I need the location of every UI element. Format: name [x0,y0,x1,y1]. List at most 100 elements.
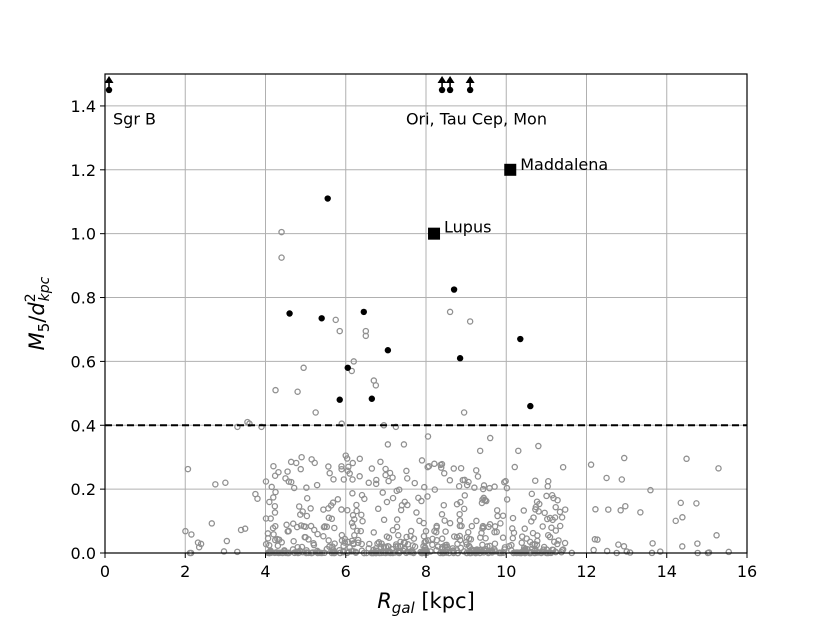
open-point [519,548,526,555]
open-point [460,409,468,416]
open-point [413,509,420,516]
open-point [473,517,480,525]
open-point [223,537,231,545]
open-point [472,467,480,474]
y-tick-label: 0.2 [71,480,96,499]
open-point [395,486,403,493]
open-point [649,540,656,547]
open-point [258,423,265,431]
open-point [420,548,428,555]
open-point [353,501,360,509]
open-point [388,545,396,553]
open-point [657,548,664,555]
open-point [314,530,321,538]
open-point [300,364,307,372]
y-axis-label-sep: / [25,315,49,323]
open-point [620,543,628,550]
open-point [194,539,202,546]
open-point [241,525,249,532]
open-point [592,506,599,513]
open-point [234,548,241,556]
open-point [272,386,279,394]
open-point [468,522,476,530]
open-point [389,526,397,534]
open-point [543,492,550,500]
open-point [615,541,622,548]
filled-point [384,347,392,354]
open-point [401,498,409,506]
open-point [222,479,229,486]
open-point [320,532,327,540]
open-point [382,465,389,473]
open-point [385,534,393,541]
open-point [365,479,372,487]
y-tick-label: 1.4 [71,97,96,116]
open-point [457,464,465,472]
filled-point [527,402,534,410]
open-point [590,546,597,554]
open-point [354,536,362,544]
open-point [184,465,192,473]
open-point [725,548,732,556]
open-point [518,533,526,540]
open-point [267,515,274,522]
open-point [424,493,431,500]
open-point [538,548,546,555]
y-tick-label: 0.6 [71,352,96,371]
open-point [483,497,490,505]
open-point [438,511,446,518]
open-point [275,536,283,543]
open-point [346,544,353,551]
open-point [479,485,487,493]
open-point [323,523,331,531]
open-point [397,548,404,555]
open-point [268,483,275,491]
open-point [561,506,569,513]
x-tick-label: 12 [576,562,596,581]
open-point [262,478,270,485]
limit-arrow-head [445,75,455,83]
open-point [310,540,317,547]
limit-arrow-head [437,75,447,83]
open-point [486,521,494,528]
open-point [386,469,394,477]
open-point [455,482,463,490]
limit-point [438,86,446,94]
open-point [397,506,405,514]
open-point [532,503,540,511]
open-point [715,465,722,472]
open-point [440,470,448,477]
open-point [351,531,358,539]
open-point [421,483,428,491]
open-point [605,506,612,513]
open-point [546,533,554,541]
open-point [466,318,474,325]
open-point [292,459,300,467]
y-axis-label: M5/d2kpc [23,276,53,350]
open-point [679,543,686,550]
open-point [349,459,357,467]
open-point [264,535,272,542]
open-point [442,528,449,535]
open-point [424,537,432,544]
x-tick-label: 6 [341,562,351,581]
open-point [403,533,410,541]
open-point [494,512,501,520]
open-point [552,527,560,534]
open-point [491,540,499,547]
filled-point [456,355,464,362]
open-point [458,522,465,530]
filled-point [360,308,368,316]
open-point [254,495,261,502]
limit-arrow-head [104,75,114,83]
open-point [499,534,507,541]
open-point [290,484,298,492]
open-point [461,492,469,499]
open-point [297,522,305,529]
open-point [528,490,536,498]
open-point [456,517,464,524]
open-point [326,469,333,477]
open-point [471,484,478,491]
open-point [493,528,500,536]
